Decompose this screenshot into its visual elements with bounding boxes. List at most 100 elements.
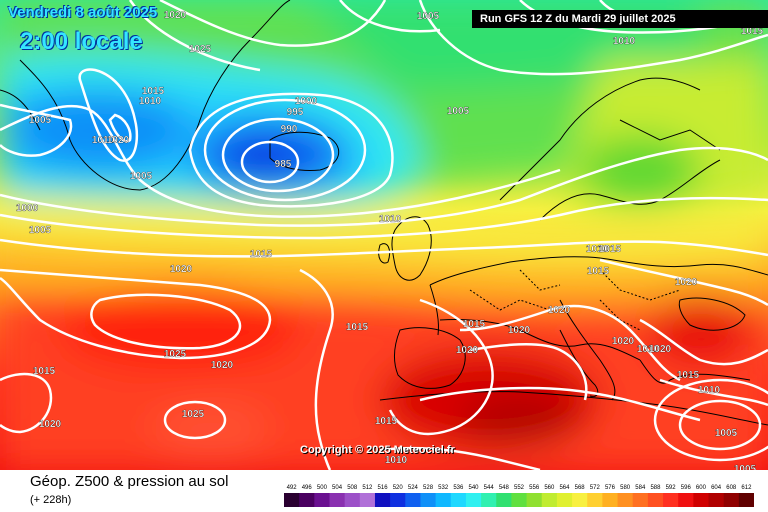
legend-swatch (663, 493, 679, 507)
isobar-label: 1005 (29, 115, 52, 126)
legend-tick-label: 604 (711, 485, 722, 491)
legend-swatch (390, 493, 406, 507)
isobar-label: 1005 (734, 464, 757, 470)
isobar-label: 1010 (637, 344, 660, 355)
legend-swatch (541, 493, 558, 507)
legend-tick-label: 608 (726, 485, 737, 491)
legend-swatch (738, 493, 754, 507)
legend-swatch (450, 493, 467, 507)
isobar-label: 1015 (142, 86, 165, 97)
legend-tick-label: 520 (393, 485, 404, 491)
legend-swatch (526, 493, 543, 507)
isobar-label: 1015 (375, 416, 398, 427)
isobar-label: 1025 (164, 349, 187, 360)
legend-swatch (329, 493, 346, 507)
legend-swatch (405, 493, 421, 507)
legend-swatch (587, 493, 603, 507)
legend-swatch (617, 493, 634, 507)
copyright-text: Copyright © 2025 Meteociel.fr (300, 444, 455, 456)
isobar-label: 1025 (182, 409, 205, 420)
legend-swatch (314, 493, 330, 507)
isobar-label: 1015 (250, 249, 273, 260)
isobar-label: 1025 (189, 44, 212, 55)
isobar-label: 1020 (39, 419, 62, 430)
legend-swatch (481, 493, 497, 507)
legend-swatch (435, 493, 452, 507)
legend-swatch (632, 493, 649, 507)
forecast-date: Vendredi 8 août 2025 (8, 4, 158, 21)
legend-tick-label: 500 (317, 485, 328, 491)
isobar-label: 1005 (130, 171, 153, 182)
isobar-label: 1015 (587, 266, 610, 277)
legend-tick-label: 548 (499, 485, 510, 491)
isobar-label: 1020 (675, 277, 698, 288)
legend-tick-label: 596 (681, 485, 692, 491)
legend-swatch (602, 493, 619, 507)
legend-tick-label: 556 (529, 485, 540, 491)
isobar-label: 1015 (33, 366, 56, 377)
isobar-label: 1020 (170, 264, 193, 275)
isobar-label: 1010 (586, 244, 609, 255)
isobar-label: 1010 (613, 36, 636, 47)
legend-tick-label: 528 (423, 485, 434, 491)
legend-tick-label: 584 (635, 485, 646, 491)
legend-tick-label: 572 (590, 485, 601, 491)
isobar-label: 1005 (417, 11, 440, 22)
legend-swatch (465, 493, 482, 507)
isobar-label: 1010 (698, 385, 721, 396)
isobar-label: 1015 (677, 370, 700, 381)
legend-swatch (556, 493, 573, 507)
map-title: Géop. Z500 & pression au sol (30, 473, 229, 490)
legend-tick-label: 532 (438, 485, 449, 491)
legend-swatch (678, 493, 694, 507)
legend-tick-label: 592 (666, 485, 677, 491)
isobar-label: 1015 (463, 319, 486, 330)
legend-swatch (496, 493, 512, 507)
isobar-label: 990 (281, 124, 298, 135)
isobar-label: 1020 (107, 135, 130, 146)
legend-tick-label: 568 (575, 485, 586, 491)
legend-swatch (647, 493, 664, 507)
legend-swatch (284, 493, 300, 507)
legend-tick-label: 524 (408, 485, 419, 491)
isobar-label: 985 (275, 159, 292, 170)
legend-swatch (511, 493, 528, 507)
isobar-label: 1010 (139, 96, 162, 107)
isobar-label: 1000 (295, 96, 318, 107)
isobar-label: 1020 (612, 336, 635, 347)
legend-tick-label: 540 (469, 485, 480, 491)
isobar-label: 1020 (649, 344, 672, 355)
legend-tick-label: 576 (605, 485, 616, 491)
legend-tick-label: 552 (514, 485, 525, 491)
legend-swatch (572, 493, 588, 507)
forecast-lead-time: (+ 228h) (30, 494, 72, 506)
run-info-label: Run GFS 12 Z du Mardi 29 juillet 2025 (472, 10, 768, 28)
legend-tick-label: 536 (453, 485, 464, 491)
legend-swatch (344, 493, 361, 507)
legend-tick-label: 492 (287, 485, 298, 491)
legend-swatch (359, 493, 376, 507)
legend-swatch (723, 493, 740, 507)
legend-tick-label: 508 (347, 485, 358, 491)
legend-tick-label: 496 (302, 485, 313, 491)
legend-swatch (374, 493, 391, 507)
isobar-label: 1005 (447, 106, 470, 117)
legend-tick-label: 612 (741, 485, 752, 491)
legend-tick-label: 588 (650, 485, 661, 491)
isobar-label: 1020 (211, 360, 234, 371)
isobar-label: 1010 (385, 455, 408, 466)
isobar-label: 1010 (379, 214, 402, 225)
isobar-label: 1015 (599, 244, 622, 255)
isobar-label: 1020 (548, 305, 571, 316)
color-legend: 492 496 500 504 508 512 516 520 524 528 532 536 540 5… (284, 485, 754, 507)
legend-tick-label: 516 (378, 485, 389, 491)
isobar-label: 1020 (508, 325, 531, 336)
legend-tick-label: 580 (620, 485, 631, 491)
legend-swatch (693, 493, 710, 507)
legend-tick-label: 504 (332, 485, 343, 491)
legend-tick-label: 600 (696, 485, 707, 491)
forecast-time: 2:00 locale (20, 28, 143, 55)
legend-swatch (708, 493, 725, 507)
legend-swatch (420, 493, 437, 507)
